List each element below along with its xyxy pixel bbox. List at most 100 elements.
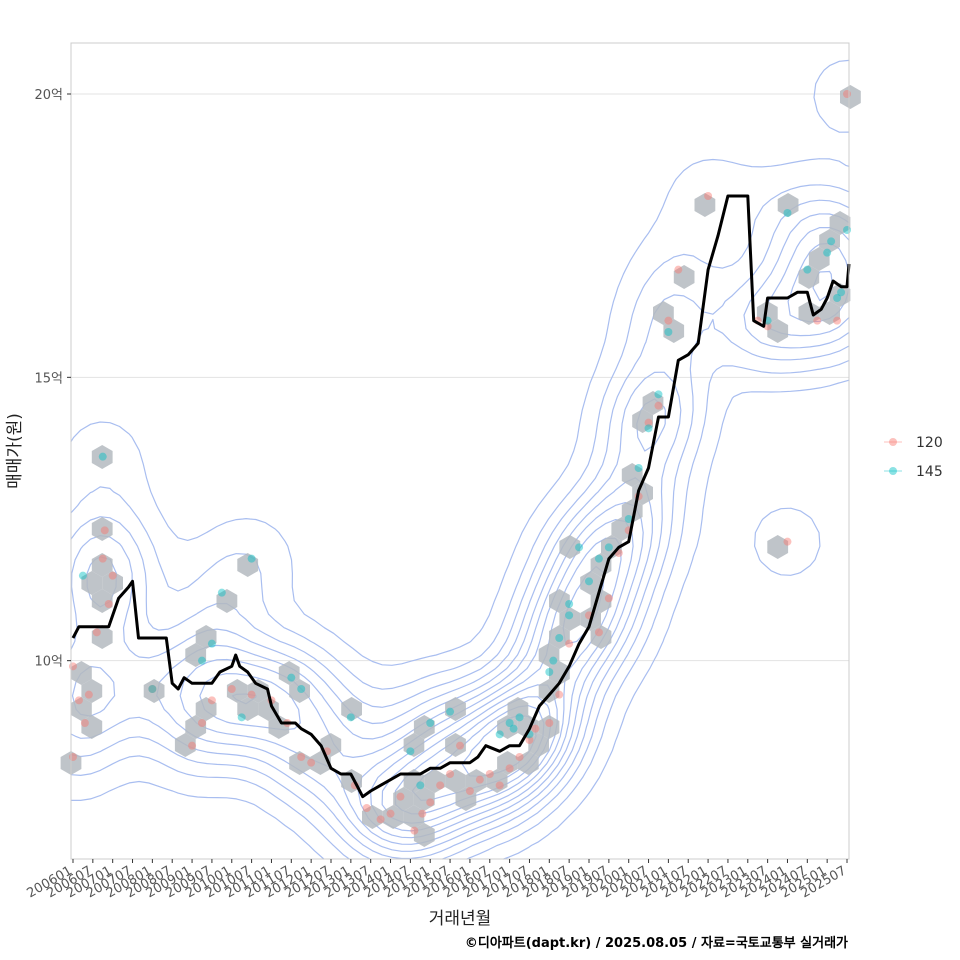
hexbin-cell bbox=[403, 733, 425, 757]
hexbin-cell bbox=[247, 679, 269, 703]
point-145 bbox=[297, 685, 306, 693]
hexbin-cell bbox=[195, 625, 217, 649]
point-120 bbox=[446, 770, 455, 778]
point-120 bbox=[108, 571, 117, 580]
point-120 bbox=[396, 792, 405, 801]
hexbin-cell bbox=[549, 589, 570, 613]
hexbin-cell bbox=[829, 283, 851, 307]
point-145 bbox=[837, 288, 846, 297]
hexbin-cell bbox=[808, 247, 830, 271]
point-120 bbox=[525, 736, 534, 744]
hexbin-cell bbox=[663, 319, 685, 343]
point-145 bbox=[565, 611, 574, 620]
density-contour bbox=[70, 184, 850, 860]
legend-label-120: 120 bbox=[916, 435, 943, 451]
x-axis-title: 거래년월 bbox=[429, 909, 492, 929]
point-120 bbox=[654, 401, 663, 410]
point-120 bbox=[386, 809, 395, 818]
point-120 bbox=[704, 192, 713, 200]
point-145 bbox=[549, 656, 558, 665]
hexbin-cell bbox=[71, 697, 92, 721]
hexbin-cell bbox=[413, 715, 435, 739]
point-145 bbox=[833, 294, 842, 302]
hexbin-cell bbox=[642, 391, 664, 415]
point-120 bbox=[813, 316, 822, 325]
legend-item-120: 120 bbox=[884, 435, 943, 451]
point-120 bbox=[307, 758, 316, 767]
hexbin-cell bbox=[185, 715, 207, 739]
hexbin-cell bbox=[580, 571, 601, 595]
hexbin-cell bbox=[559, 607, 581, 631]
hexbin-cell bbox=[382, 805, 404, 829]
point-120 bbox=[100, 526, 109, 535]
hexbin-layer bbox=[60, 85, 861, 847]
point-120 bbox=[436, 781, 445, 790]
hexbin-cell bbox=[341, 697, 362, 721]
hexbin-cell bbox=[185, 643, 207, 667]
hexbin-cell bbox=[91, 625, 113, 649]
hexbin-cell bbox=[237, 697, 259, 721]
point-120 bbox=[74, 696, 83, 705]
point-120 bbox=[604, 594, 613, 603]
hexbin-cell bbox=[393, 787, 414, 811]
point-120 bbox=[297, 753, 306, 761]
hexbin-cell bbox=[497, 715, 518, 739]
hexbin-cell bbox=[538, 643, 560, 667]
plot-frame bbox=[70, 42, 850, 860]
point-120 bbox=[843, 90, 852, 98]
point-145 bbox=[843, 226, 852, 234]
hexbin-cell bbox=[632, 409, 653, 433]
point-145 bbox=[197, 656, 206, 665]
hexbin-cell bbox=[143, 679, 165, 703]
hexbin-cell bbox=[507, 697, 529, 721]
source-caption: ©디아파트(dapt.kr) / 2025.08.05 / 자료=국토교통부 실… bbox=[464, 936, 848, 951]
density-contour bbox=[70, 59, 850, 860]
point-145 bbox=[237, 713, 246, 722]
hexbin-cell bbox=[445, 697, 466, 721]
points-layer bbox=[68, 90, 852, 835]
hexbin-cell bbox=[81, 679, 103, 703]
point-120 bbox=[505, 764, 514, 773]
point-120 bbox=[565, 639, 574, 648]
hexbin-cell bbox=[226, 679, 248, 703]
point-120 bbox=[475, 775, 484, 784]
point-120 bbox=[495, 781, 504, 790]
point-120 bbox=[68, 662, 77, 671]
hexbin-cell bbox=[819, 229, 840, 253]
point-120 bbox=[80, 719, 89, 727]
hexbin-cell bbox=[497, 751, 518, 775]
point-145 bbox=[803, 265, 812, 274]
hexbin-cell bbox=[258, 697, 279, 721]
trend-line-layer bbox=[71, 194, 851, 799]
point-145 bbox=[78, 571, 87, 580]
point-145 bbox=[446, 707, 455, 716]
y-axis-ticks: 10억 15억 20억 bbox=[34, 88, 71, 670]
hexbin-cell bbox=[71, 661, 92, 685]
density-contour bbox=[70, 213, 850, 860]
point-120 bbox=[833, 316, 842, 325]
point-145 bbox=[604, 543, 613, 552]
hexbin-cell bbox=[445, 733, 466, 757]
hexbin-cell bbox=[590, 625, 612, 649]
hexbin-cell bbox=[102, 571, 123, 595]
hexbin-cell bbox=[549, 625, 570, 649]
hexbin-cell bbox=[673, 265, 695, 289]
point-120 bbox=[555, 690, 564, 699]
point-145 bbox=[783, 209, 792, 217]
point-145 bbox=[827, 237, 836, 246]
hexbin-cell bbox=[413, 823, 435, 847]
legend-item-145: 145 bbox=[884, 464, 943, 480]
point-120 bbox=[188, 741, 197, 750]
x-axis-ticks: 2006012006072007012007072008012008072009… bbox=[24, 859, 849, 901]
hexbin-cell bbox=[289, 679, 310, 703]
hexbin-cell bbox=[465, 769, 487, 793]
point-120 bbox=[674, 265, 683, 274]
hexbin-cell bbox=[756, 301, 778, 325]
hexbin-cell bbox=[798, 301, 820, 325]
point-145 bbox=[515, 713, 524, 722]
legend-key-120 bbox=[889, 438, 897, 446]
hexbin-cell bbox=[237, 553, 259, 577]
density-contour bbox=[70, 199, 850, 860]
point-145 bbox=[624, 515, 633, 523]
